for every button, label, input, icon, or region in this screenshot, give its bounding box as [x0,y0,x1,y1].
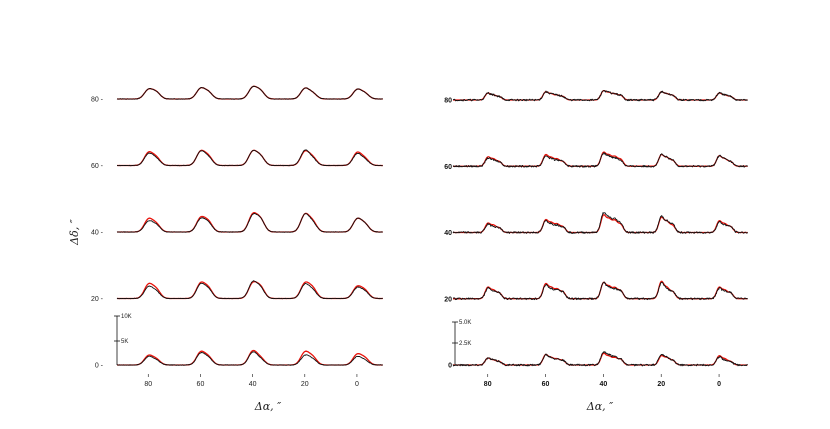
x-tick-label: 60 [197,381,205,388]
observed-spectrum-line [452,90,748,102]
y-tick-label: 60 [444,164,452,171]
observed-spectrum-line [116,85,383,100]
x-tick-label: 40 [249,381,257,388]
x-tick-label: 20 [657,381,665,388]
y-tick-label: 0 [448,363,452,370]
x-tick-label: 40 [599,381,607,388]
model-spectrum-line [116,212,383,233]
observed-spectrum-line [452,152,748,168]
y-tick-label: 20 [444,296,452,303]
x-tick-label: 20 [301,381,309,388]
y-tick-label: 20 - [91,296,104,303]
observed-spectrum-line [116,280,383,300]
intensity-scale-bar: 10K 5K [114,314,132,365]
x-tick-label: 60 [542,381,550,388]
y-tick-label: 80 [444,98,452,105]
y-tick-label: 80 - [91,97,104,104]
observed-spectrum-line [116,212,383,233]
scale-bar-label: 2.5K [459,341,471,347]
x-tick-label: 80 [484,381,492,388]
model-spectrum-line [116,85,383,100]
x-tick-label: 0 [717,381,721,388]
x-tick-label: 80 [144,381,152,388]
left-panel: 80 60 40 20 0 0 - 20 - 40 - 60 - 80 - 10K 5K [91,85,384,388]
intensity-scale-bar: 5.0K 2.5K [452,320,471,365]
y-tick-label: 40 - [91,230,104,237]
observed-spectrum-line [452,212,748,234]
y-tick-label: 0 - [95,363,104,370]
y-tick-label: 40 [444,230,452,237]
scale-bar-label: 10K [121,314,132,320]
left-x-axis-label: Δα, ″ [254,400,282,413]
observed-spectrum-line [452,281,748,301]
x-tick-label: 0 [355,381,359,388]
scale-bar-label: 5.0K [459,320,471,326]
observed-spectrum-line [117,149,383,167]
right-x-axis-label: Δα, ″ [586,400,614,413]
right-panel: 80 60 40 20 0 0 20 40 60 80 5.0K 2.5K [444,89,748,388]
model-spectrum-line [116,349,383,366]
left-y-axis-label: Δδ, ″ [68,218,81,246]
scale-bar-label: 5K [121,339,128,345]
observed-spectrum-line [452,351,748,367]
observed-spectrum-line [117,351,384,366]
y-tick-label: 60 - [91,163,104,170]
